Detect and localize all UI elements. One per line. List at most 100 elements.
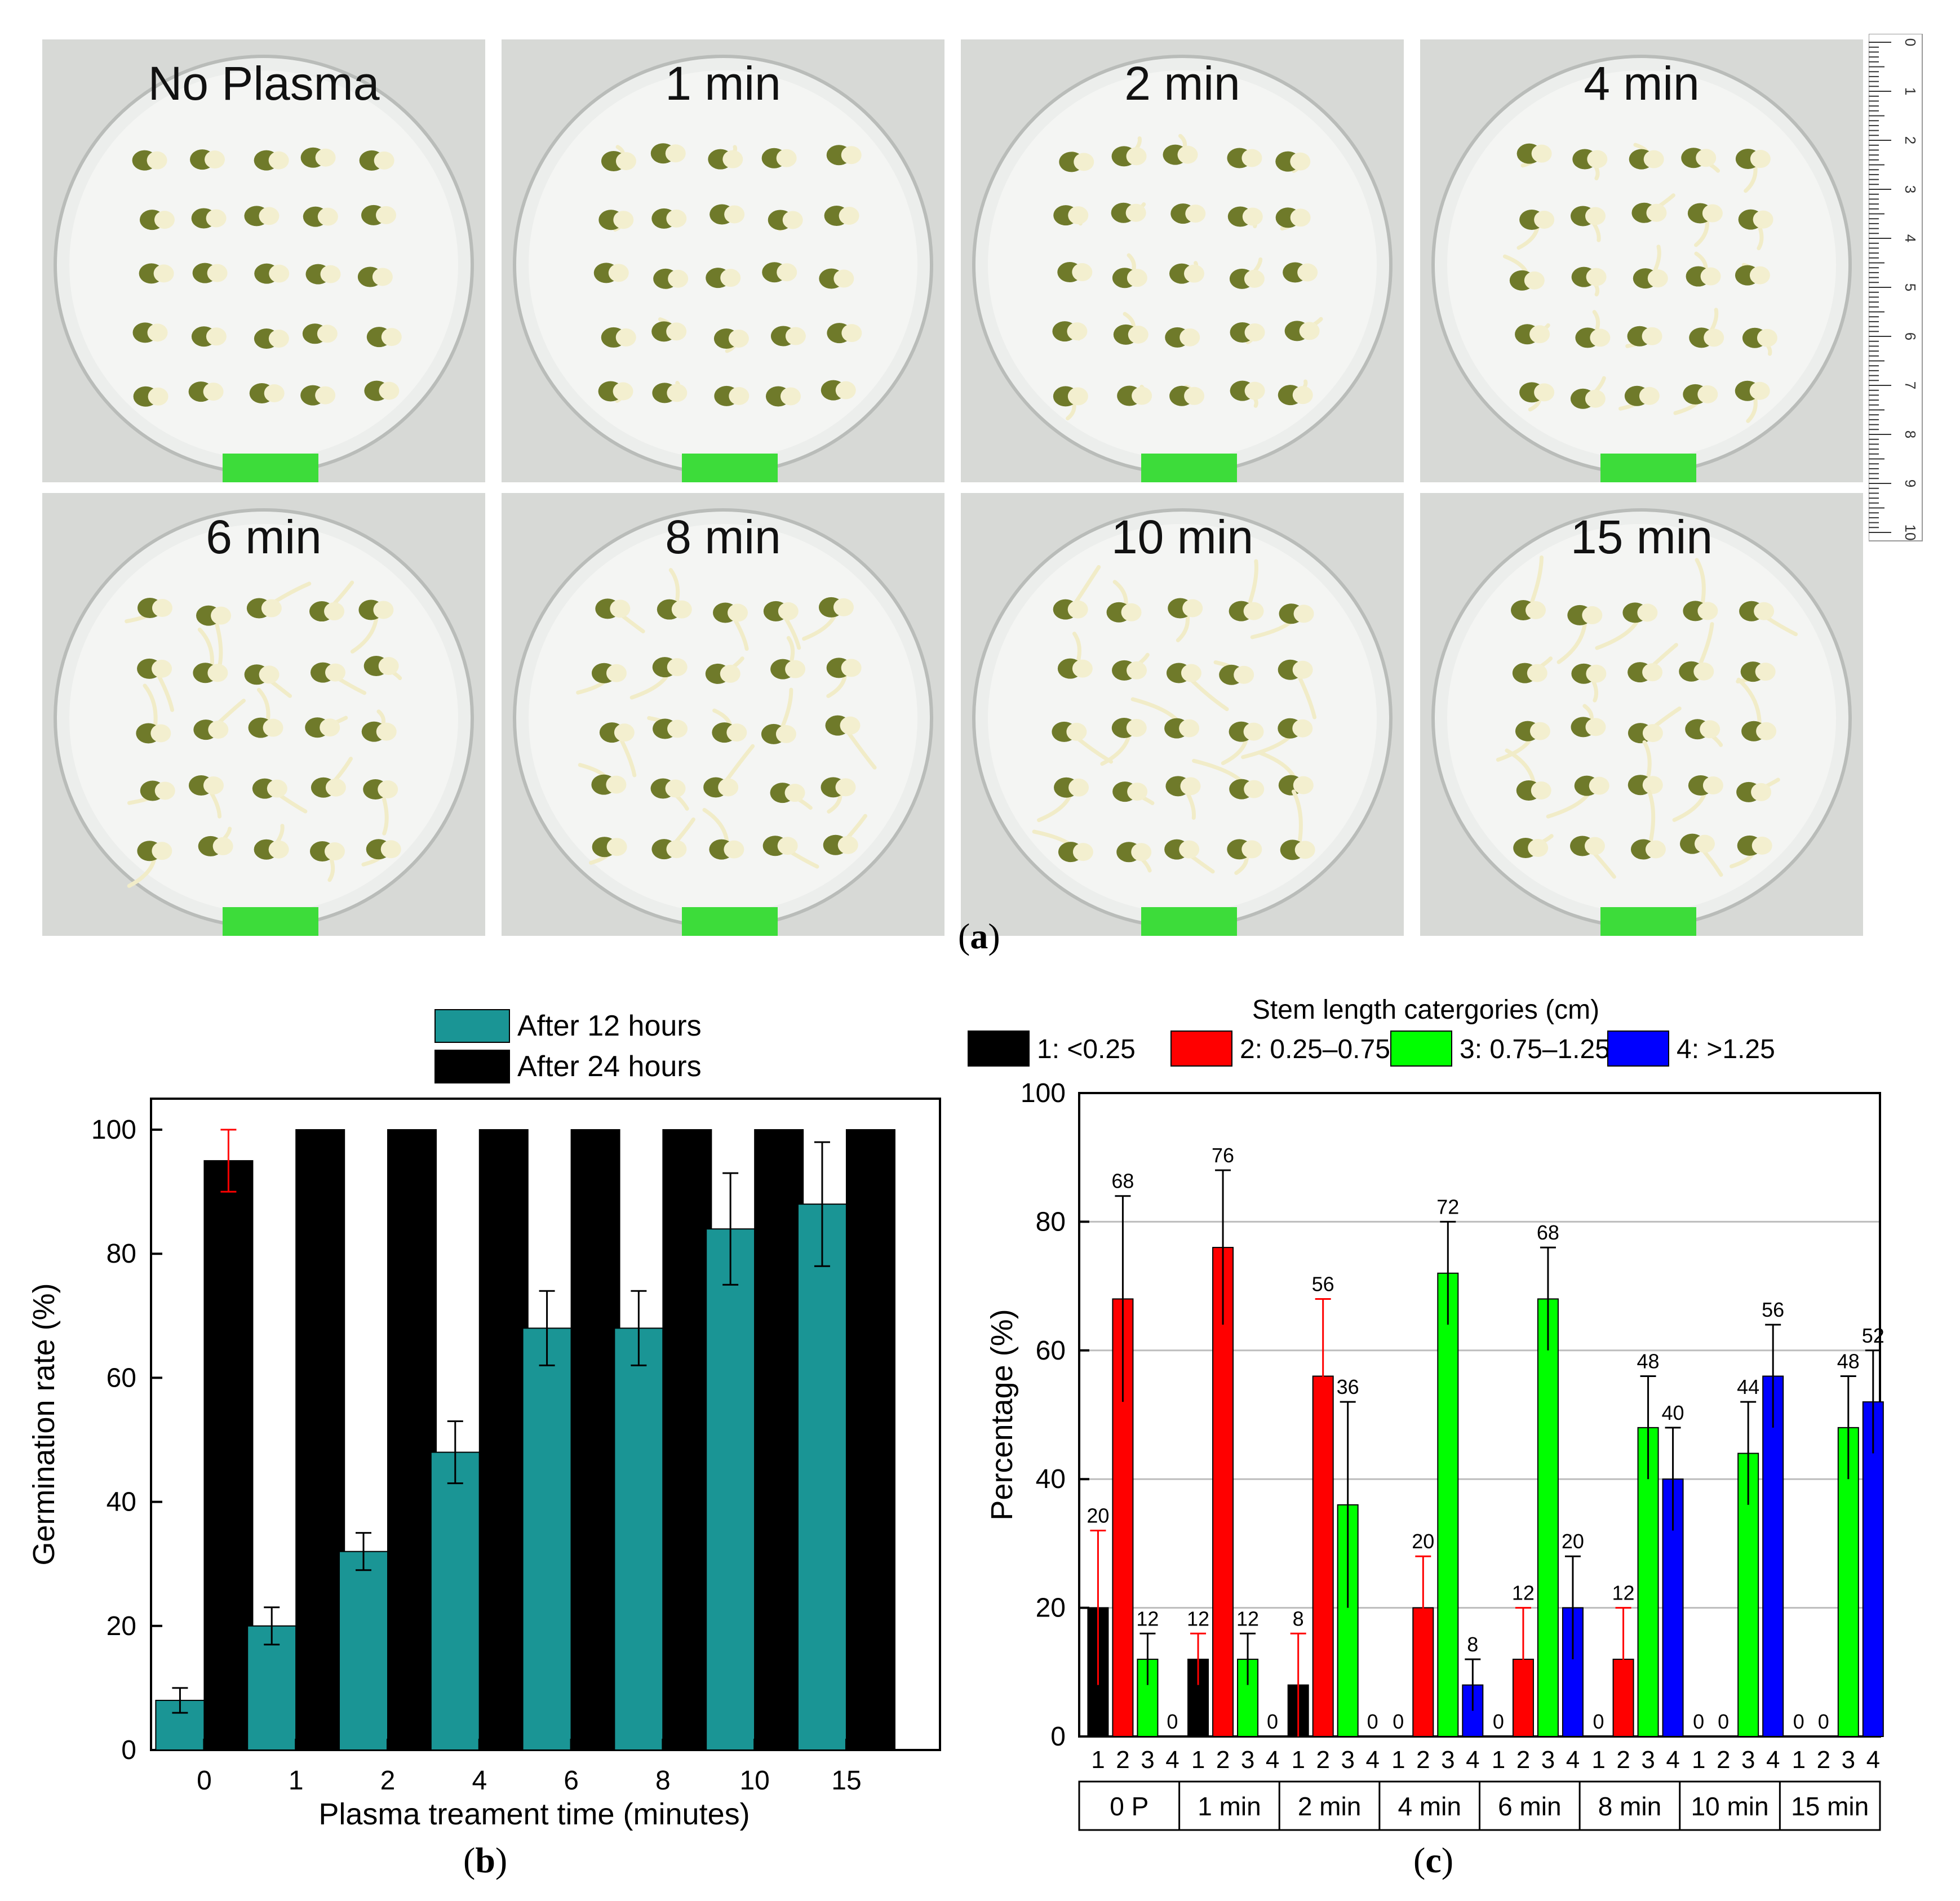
tape-label: [223, 454, 318, 482]
group-label: 8 min: [1598, 1792, 1661, 1821]
seed-coat: [324, 602, 345, 621]
bar: [1437, 1272, 1459, 1737]
y-tick-label: 80: [1036, 1207, 1066, 1237]
seed-coat: [1125, 203, 1146, 222]
seed-coat: [1072, 263, 1093, 282]
x-tick-label: 4: [1666, 1746, 1679, 1774]
group-label: 0 P: [1110, 1792, 1148, 1821]
seed-coat: [666, 322, 687, 341]
seed-coat: [1587, 150, 1608, 168]
seed-coat: [785, 660, 806, 678]
photo-label: 2 min: [1124, 57, 1240, 110]
seed-coat: [613, 382, 633, 401]
seed-coat: [775, 725, 796, 743]
bar: [295, 1129, 345, 1751]
caption-a: (a): [958, 916, 1000, 956]
seed-coat: [269, 264, 290, 283]
seed-coat: [666, 209, 687, 228]
seed-coat: [1066, 722, 1087, 741]
seed-coat: [780, 387, 801, 406]
x-tick-label: 15: [831, 1766, 861, 1796]
seed-coat: [147, 151, 167, 170]
x-tick-label: 3: [1141, 1746, 1154, 1774]
bar: [247, 1625, 297, 1751]
value-label: 0: [1367, 1710, 1378, 1733]
value-label: 76: [1212, 1144, 1234, 1167]
x-tick-label: 3: [1441, 1746, 1455, 1774]
legend-label: After 12 hours: [517, 1010, 702, 1042]
seed-coat: [1292, 386, 1313, 405]
seed-coat: [1704, 328, 1724, 347]
seed-coat: [1642, 327, 1662, 345]
bar: [339, 1551, 388, 1751]
seed-coat: [1292, 660, 1313, 679]
dish-mesh: [988, 524, 1377, 913]
seed-coat: [785, 327, 806, 345]
x-tick-label: 3: [1741, 1746, 1755, 1774]
seed-coat: [784, 784, 805, 802]
value-label: 8: [1293, 1607, 1304, 1630]
seed-coat: [1244, 381, 1265, 400]
tape-label: [1141, 454, 1237, 482]
x-tick-label: 1: [1291, 1746, 1305, 1774]
seed-coat: [1584, 837, 1605, 855]
dish-photo: 2 min: [961, 39, 1404, 482]
bar: [570, 1129, 620, 1751]
value-label: 12: [1187, 1607, 1209, 1630]
group-label: 15 min: [1791, 1792, 1869, 1821]
seed-coat: [726, 723, 747, 742]
bar: [387, 1129, 437, 1751]
value-label: 0: [1693, 1710, 1704, 1733]
seed-coat: [1068, 778, 1089, 797]
value-label: 44: [1737, 1375, 1759, 1398]
seed-coat: [152, 659, 172, 678]
value-label: 56: [1312, 1272, 1334, 1295]
seed-coat: [835, 778, 856, 797]
seed-coat: [1067, 387, 1088, 406]
seed-coat: [1182, 599, 1203, 618]
ruler-label: 3: [1902, 185, 1919, 193]
seed-coat: [207, 264, 228, 282]
y-tick-label: 60: [107, 1363, 136, 1393]
seed-coat: [1696, 149, 1717, 167]
petri-dish: [972, 508, 1393, 936]
seed-coat: [1244, 780, 1265, 798]
seed-coat: [378, 780, 398, 799]
y-tick-label: 100: [91, 1115, 136, 1145]
petri-dish: [513, 508, 933, 936]
photo-label: 10 min: [1111, 510, 1254, 563]
seed-coat: [376, 722, 397, 741]
x-tick-label: 2: [1416, 1746, 1430, 1774]
seed-coat: [782, 211, 803, 229]
value-label: 12: [1612, 1582, 1635, 1605]
seed-coat: [1639, 387, 1660, 405]
seed-coat: [1072, 843, 1093, 861]
seed-coat: [1527, 664, 1547, 682]
seed-coat: [1697, 385, 1718, 403]
legend-label: After 24 hours: [517, 1050, 702, 1083]
x-tick-label: 4: [1466, 1746, 1479, 1774]
seed-coat: [1243, 722, 1264, 741]
seed-coat: [1529, 722, 1550, 740]
x-tick-label: 4: [1365, 1746, 1379, 1774]
ruler-label: 7: [1902, 381, 1919, 389]
legend-swatch: [1390, 1031, 1452, 1067]
dish-mesh: [1447, 70, 1836, 459]
seed-coat: [606, 838, 627, 856]
seed-coat: [1067, 322, 1088, 341]
seed-coat: [1645, 840, 1666, 859]
plot-frame: [1078, 1092, 1881, 1738]
seed-coat: [315, 386, 336, 405]
legend-title: Stem length catergories (cm): [1252, 995, 1599, 1025]
seed-coat: [606, 664, 627, 682]
y-tick-label: 0: [121, 1735, 136, 1765]
seed-coat: [267, 779, 287, 798]
seed-coat: [1294, 841, 1315, 859]
dish-photo: No Plasma: [42, 39, 485, 482]
seed-coat: [1524, 271, 1545, 290]
seed-coat: [1529, 325, 1550, 344]
x-tick-label: 2: [1717, 1746, 1730, 1774]
value-label: 0: [1267, 1710, 1278, 1733]
dish-mesh: [529, 524, 917, 913]
seed-coat: [1531, 144, 1552, 163]
